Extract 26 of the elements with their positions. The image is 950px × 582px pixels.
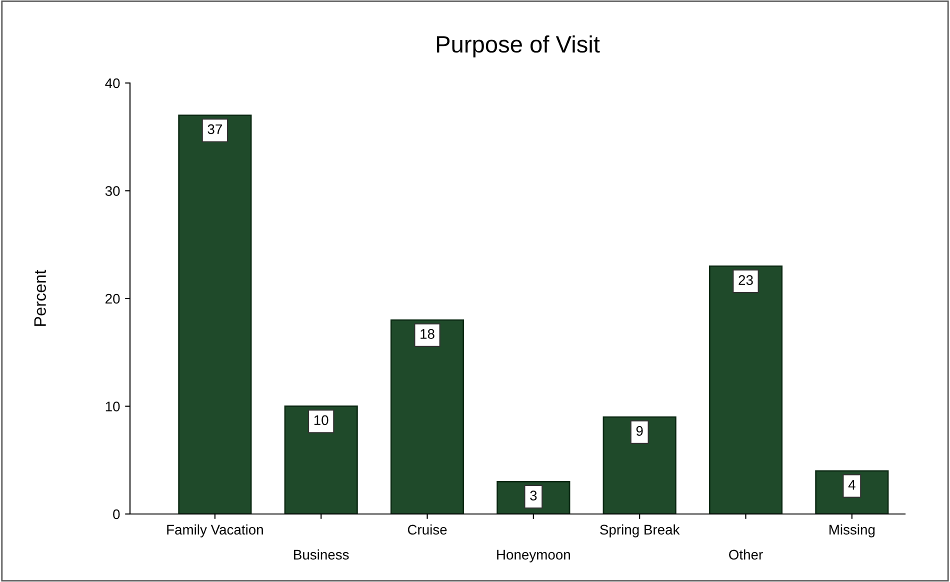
bar <box>390 319 464 514</box>
data-label: 4 <box>848 480 856 490</box>
x-tick-label: Business <box>294 549 349 560</box>
y-axis-title: Percent <box>34 270 46 326</box>
x-tick-label: Honeymoon <box>497 550 570 562</box>
chart-title: Purpose of Visit <box>436 35 600 58</box>
y-tick-label: 40 <box>105 78 120 88</box>
x-tick-label: Missing <box>830 524 875 538</box>
data-label: 3 <box>530 490 537 500</box>
y-tick-label: 0 <box>113 509 120 520</box>
y-tick-label: 20 <box>106 294 120 304</box>
x-tick-label: Spring Break <box>600 524 680 538</box>
data-label: 18 <box>420 329 434 339</box>
y-tick-label: 30 <box>105 186 120 196</box>
y-tick-label: 10 <box>106 402 120 412</box>
bar <box>284 406 358 514</box>
data-label: 23 <box>738 275 753 285</box>
x-tick-label: Family Vacation <box>167 524 263 538</box>
data-label: 37 <box>208 124 222 134</box>
bar <box>708 265 783 514</box>
data-label: 9 <box>636 426 643 436</box>
x-tick-label: Other <box>729 549 763 560</box>
data-label: 10 <box>314 415 328 426</box>
bar <box>178 114 252 514</box>
x-tick-label: Cruise <box>408 524 447 535</box>
bar <box>602 416 676 514</box>
